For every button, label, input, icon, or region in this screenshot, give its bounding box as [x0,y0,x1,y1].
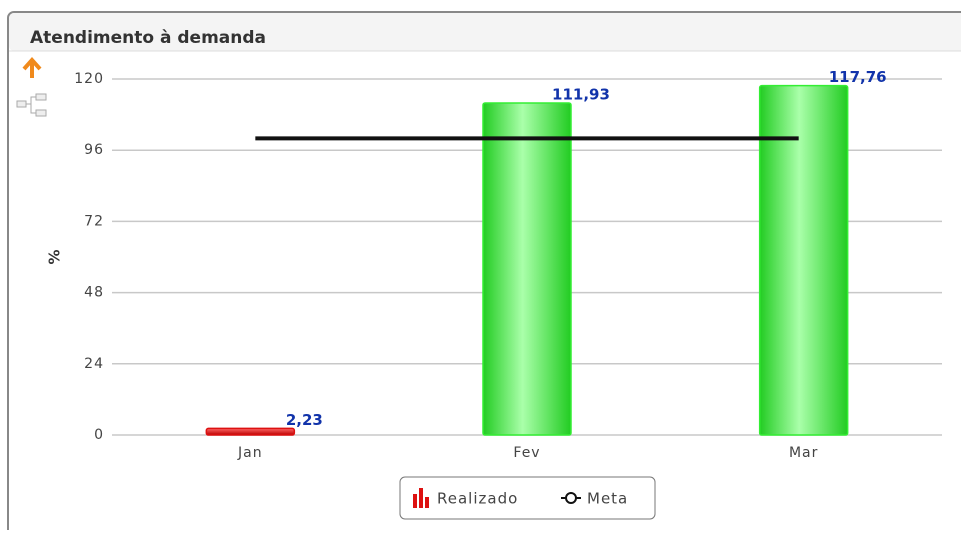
data-label: 111,93 [552,85,610,103]
y-axis-label: % [46,249,64,264]
x-tick-label: Fev [513,445,540,461]
data-label: 117,76 [829,68,887,86]
legend-icon [425,497,429,508]
panel-header [9,13,961,51]
y-tick-label: 0 [94,427,104,443]
up-arrow-icon[interactable] [22,56,42,78]
y-tick-label: 120 [74,71,104,87]
hierarchy-icon[interactable] [16,93,47,117]
chart-title: Atendimento à demanda [30,28,266,48]
y-tick-label: 72 [84,213,104,229]
legend-box [399,476,656,520]
bar [482,102,572,436]
y-tick-label: 48 [84,285,104,301]
legend-icon [413,494,417,508]
y-tick-label: 24 [84,356,104,372]
legend-icon [419,488,423,508]
x-tick-label: Jan [237,445,263,461]
legend-label: Meta [587,490,628,508]
x-tick-label: Mar [789,445,818,461]
bar [758,84,849,436]
legend-label: Realizado [437,490,518,508]
y-tick-label: 96 [84,142,104,158]
data-label: 2,23 [286,411,323,429]
legend-icon [565,492,577,504]
bar [205,427,296,436]
